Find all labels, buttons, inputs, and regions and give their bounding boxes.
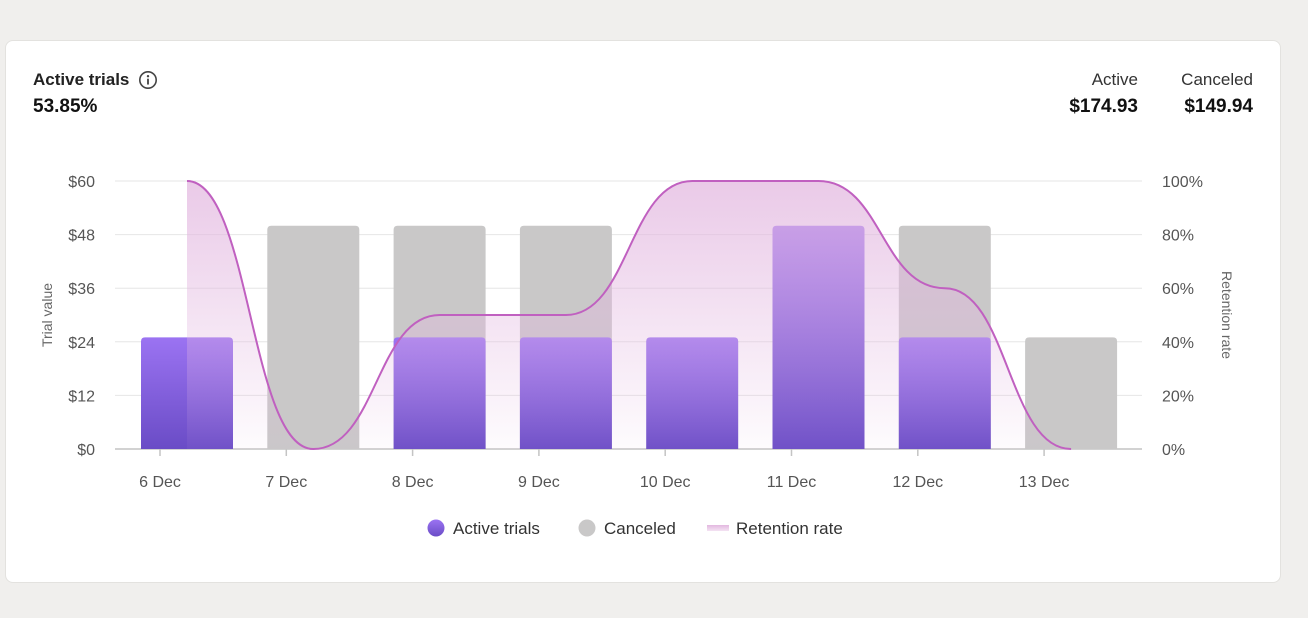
legend-label: Retention rate bbox=[736, 519, 843, 538]
y-tick-label: $60 bbox=[68, 174, 95, 191]
y-axis-ticks: $0 $12 $24 $36 $48 $60 bbox=[68, 174, 95, 459]
stat-canceled: Canceled $149.94 bbox=[1181, 70, 1253, 118]
card-header: Active trials bbox=[33, 70, 158, 90]
x-tick-label: 10 Dec bbox=[640, 474, 691, 491]
x-tick-label: 8 Dec bbox=[392, 474, 434, 491]
stat-canceled-value: $149.94 bbox=[1184, 96, 1253, 117]
y2-tick-label: 100% bbox=[1162, 174, 1203, 191]
x-tick-label: 6 Dec bbox=[139, 474, 181, 491]
x-axis-ticks: 6 Dec 7 Dec 8 Dec 9 Dec 10 Dec 11 Dec 12 Dec 13… bbox=[139, 449, 1069, 491]
stat-active-value: $174.93 bbox=[1069, 96, 1138, 117]
stat-canceled-label: Canceled bbox=[1181, 70, 1253, 89]
y-tick-label: $0 bbox=[77, 442, 95, 459]
y2-tick-label: 20% bbox=[1162, 388, 1194, 405]
info-icon[interactable] bbox=[138, 70, 158, 90]
x-tick-label: 13 Dec bbox=[1019, 474, 1070, 491]
y-tick-label: $24 bbox=[68, 335, 95, 352]
x-tick-label: 9 Dec bbox=[518, 474, 560, 491]
y2-tick-label: 0% bbox=[1162, 442, 1185, 459]
legend-retention-rate[interactable]: Retention rate bbox=[707, 519, 843, 538]
legend-swatch bbox=[707, 525, 729, 531]
bar-canceled[interactable] bbox=[267, 225, 360, 449]
card-title: Active trials bbox=[33, 70, 130, 89]
legend: Active trials Canceled Retention rate bbox=[427, 519, 843, 538]
legend-active-trials[interactable]: Active trials bbox=[427, 519, 540, 538]
y-axis-title: Trial value bbox=[39, 283, 55, 347]
y2-tick-label: 80% bbox=[1162, 228, 1194, 245]
y-tick-label: $36 bbox=[68, 281, 95, 298]
retention-area-fill bbox=[187, 181, 1072, 449]
x-tick-label: 7 Dec bbox=[265, 474, 307, 491]
y2-tick-label: 40% bbox=[1162, 335, 1194, 352]
y-tick-label: $12 bbox=[68, 388, 95, 405]
x-tick-label: 12 Dec bbox=[892, 474, 943, 491]
retention-area bbox=[186, 179, 1072, 451]
legend-label: Canceled bbox=[604, 519, 676, 538]
y2-axis-title: Retention rate bbox=[1219, 271, 1235, 359]
x-tick-label: 11 Dec bbox=[767, 474, 817, 491]
legend-swatch bbox=[578, 519, 596, 537]
legend-label: Active trials bbox=[453, 519, 540, 538]
y-tick-label: $48 bbox=[68, 228, 95, 245]
y2-axis-ticks: 0% 20% 40% 60% 80% 100% bbox=[1162, 174, 1203, 459]
stat-active: Active $174.93 bbox=[1069, 70, 1138, 118]
stat-active-label: Active bbox=[1091, 70, 1138, 89]
retention-line[interactable] bbox=[186, 179, 1072, 451]
y2-tick-label: 60% bbox=[1162, 281, 1194, 298]
legend-canceled[interactable]: Canceled bbox=[578, 519, 676, 538]
bar-canceled[interactable] bbox=[1025, 337, 1118, 449]
active-trials-percentage: 53.85% bbox=[33, 96, 98, 117]
legend-swatch bbox=[427, 519, 445, 537]
